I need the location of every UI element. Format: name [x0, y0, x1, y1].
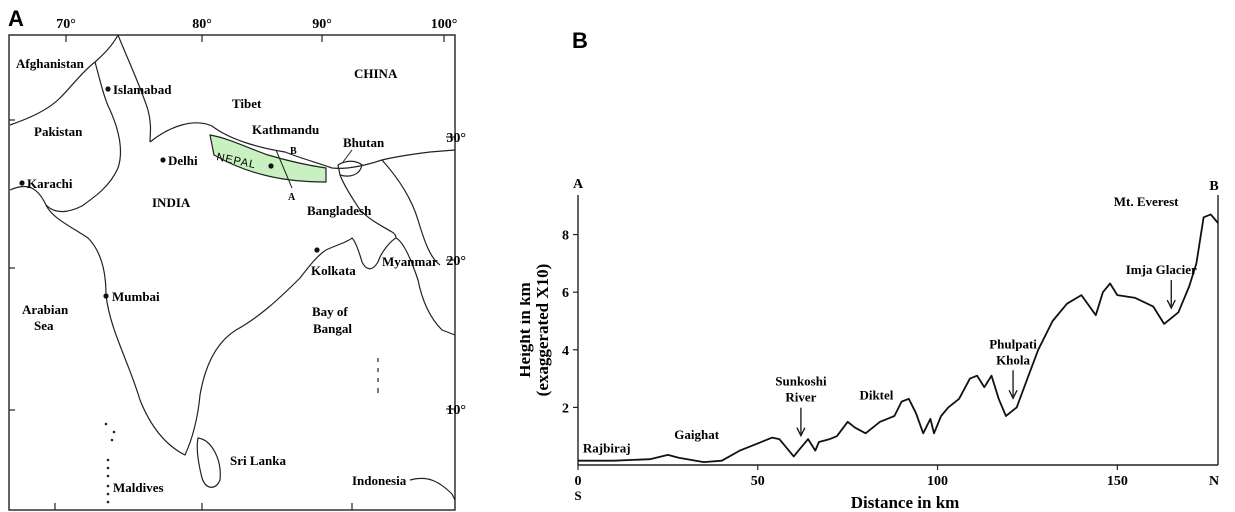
map-panel: A 70° 80° 90° 100° 30° 20° 10° [8, 6, 466, 511]
end-label-n: N [1209, 474, 1219, 489]
annotation-gaighat: Gaighat [674, 427, 719, 442]
annotation-mt-everest: Mt. Everest [1114, 194, 1179, 209]
city-dots [19, 86, 320, 299]
label-arabian: Arabian [22, 302, 69, 317]
section-line-ab [275, 149, 293, 189]
nepal-region [209, 134, 327, 183]
end-label-s: S [574, 488, 581, 503]
lat-label-30: 30° [446, 131, 466, 146]
end-label-a: A [573, 177, 584, 192]
label-delhi: Delhi [168, 153, 198, 168]
x-tick-label-50: 50 [751, 474, 765, 489]
annotation-river: River [785, 390, 816, 405]
y-axis-title-line1: Height in km [520, 282, 534, 377]
coastlines [9, 34, 456, 501]
axes: 2 4 6 8 0 50 100 150 A B S N [562, 177, 1219, 503]
label-section-a: A [288, 192, 296, 203]
label-china: CHINA [354, 66, 398, 81]
profile-chart: B Height in km (exaggerated X10) Distanc… [520, 28, 1219, 512]
panel-b-letter: B [572, 28, 588, 53]
label-kathmandu: Kathmandu [252, 122, 319, 137]
lat-ticks [9, 119, 455, 411]
annotation-diktel: Diktel [859, 388, 893, 403]
lat-label-20: 20° [446, 254, 466, 269]
label-section-b: B [290, 146, 297, 157]
y-tick-label-4: 4 [562, 344, 569, 359]
label-islamabad: Islamabad [113, 82, 172, 97]
x-tick-label-100: 100 [927, 474, 948, 489]
x-tick-label-0: 0 [575, 474, 582, 489]
lon-label-70: 70° [56, 17, 76, 32]
x-tick-label-150: 150 [1107, 474, 1128, 489]
annotation-khola: Khola [996, 352, 1030, 367]
y-tick-label-6: 6 [562, 286, 569, 301]
lon-ticks [54, 35, 445, 510]
arrowhead-imja [1166, 299, 1176, 310]
x-axis-title: Distance in km [851, 493, 960, 512]
map-frame [8, 34, 456, 511]
bhutan-pointer [342, 149, 353, 163]
annotation-rajbiraj: Rajbiraj [583, 441, 631, 456]
label-myanmar: Myanmar [382, 254, 438, 269]
label-bangal: Bangal [313, 321, 352, 336]
label-indonesia: Indonesia [352, 473, 407, 488]
panel-a-letter: A [8, 6, 24, 31]
maldives-islands [104, 422, 116, 504]
label-afghanistan: Afghanistan [16, 56, 85, 71]
arrowhead-phulpati [1008, 389, 1018, 400]
label-kolkata: Kolkata [311, 263, 356, 278]
label-maldives: Maldives [113, 480, 164, 495]
label-sea: Sea [34, 318, 54, 333]
label-pakistan: Pakistan [34, 124, 83, 139]
arrowhead-sunkoshi [796, 427, 806, 438]
end-label-b: B [1209, 179, 1218, 194]
profile-layer [578, 213, 1219, 463]
annotation-sunkoshi: Sunkoshi [775, 374, 827, 389]
lon-label-100: 100° [431, 17, 458, 32]
label-bangladesh: Bangladesh [307, 203, 372, 218]
label-india: INDIA [152, 195, 191, 210]
label-bhutan: Bhutan [343, 135, 385, 150]
label-tibet: Tibet [232, 96, 262, 111]
y-axis-title-line2: (exaggerated X10) [533, 264, 552, 397]
lon-label-90: 90° [312, 17, 332, 32]
y-tick-label-2: 2 [562, 401, 569, 416]
bhutan-region [337, 160, 363, 177]
lon-label-80: 80° [192, 17, 212, 32]
label-bay-of: Bay of [312, 304, 348, 319]
label-mumbai: Mumbai [112, 289, 160, 304]
y-tick-label-8: 8 [562, 229, 569, 244]
label-sri-lanka: Sri Lanka [230, 453, 286, 468]
annotation-phulpati: Phulpati [989, 336, 1037, 351]
lat-label-10: 10° [446, 403, 466, 418]
label-karachi: Karachi [27, 176, 73, 191]
annotation-imja-glacier: Imja Glacier [1126, 262, 1197, 277]
terrain-profile-line [578, 213, 1219, 463]
